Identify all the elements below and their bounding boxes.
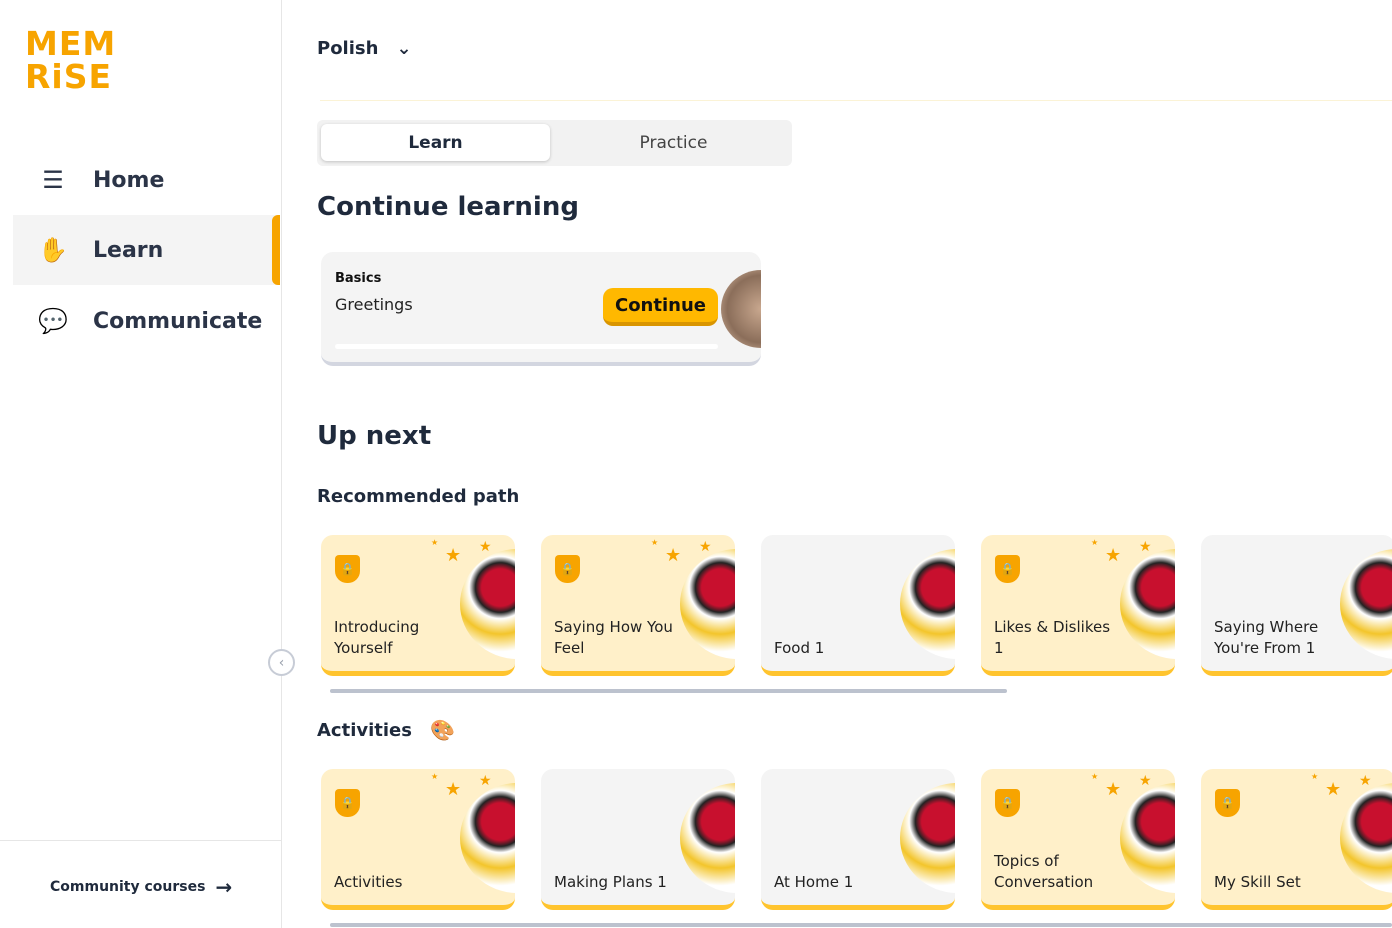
lock-icon: 🔒 xyxy=(335,789,360,817)
home-icon: ☰ xyxy=(42,166,64,194)
language-selector[interactable]: Polish ⌄ xyxy=(317,38,412,59)
star-icon: ★ xyxy=(445,779,462,800)
star-icon: ★ xyxy=(1139,773,1152,789)
chevron-left-icon: ‹ xyxy=(278,654,285,671)
star-icon: ★ xyxy=(1311,772,1319,781)
star-icon: ★ xyxy=(479,773,492,789)
card-image xyxy=(460,549,515,659)
progress-bar xyxy=(335,344,718,349)
recommended-card[interactable]: Saying Where You're From 1 xyxy=(1201,535,1392,676)
continue-learning-heading: Continue learning xyxy=(317,192,579,222)
recommended-card[interactable]: 🔒 ★ ★ ★ Saying How You Feel xyxy=(541,535,735,676)
card-title: Likes & Dislikes 1 xyxy=(994,618,1111,657)
activities-scrollbar[interactable] xyxy=(330,923,1392,927)
recommended-card[interactable]: 🔒 ★ ★ ★ Introducing Yourself xyxy=(321,535,515,676)
arrow-right-icon: → xyxy=(215,875,233,899)
numbers-image xyxy=(721,270,761,348)
star-icon: ★ xyxy=(651,538,659,547)
sidebar: MEM RiSE ☰ Home ✋ Learn 💬 Communicate Commun… xyxy=(0,0,282,928)
recommended-card[interactable]: Food 1 xyxy=(761,535,955,676)
activity-card[interactable]: 🔒 ★ ★ ★ My Skill Set xyxy=(1201,769,1392,910)
card-title: My Skill Set xyxy=(1214,873,1301,891)
divider xyxy=(320,100,1392,101)
lock-icon: 🔒 xyxy=(995,555,1020,583)
card-title: Making Plans 1 xyxy=(554,873,667,891)
star-icon: ★ xyxy=(479,539,492,555)
chat-icon: 💬 xyxy=(38,307,68,335)
card-image xyxy=(460,783,515,893)
activity-card[interactable]: Making Plans 1 xyxy=(541,769,735,910)
activity-card[interactable]: At Home 1 xyxy=(761,769,955,910)
star-icon: ★ xyxy=(699,539,712,555)
star-icon: ★ xyxy=(1139,539,1152,555)
recommended-card[interactable]: 🔒 ★ ★ ★ Likes & Dislikes 1 xyxy=(981,535,1175,676)
card-title: Topics of Conversation xyxy=(994,852,1094,891)
star-icon: ★ xyxy=(1105,779,1122,800)
memrise-logo[interactable]: MEM RiSE xyxy=(25,24,117,96)
palette-icon: 🎨 xyxy=(429,718,455,742)
card-image xyxy=(1340,783,1392,893)
star-icon: ★ xyxy=(1325,779,1342,800)
collapse-sidebar-button[interactable]: ‹ xyxy=(268,649,295,676)
star-icon: ★ xyxy=(1105,545,1122,566)
community-courses-link[interactable]: Community courses → xyxy=(0,840,282,899)
lock-icon: 🔒 xyxy=(1215,789,1240,817)
lock-icon: 🔒 xyxy=(995,789,1020,817)
star-icon: ★ xyxy=(1359,773,1372,789)
activities-heading: Activities 🎨 xyxy=(317,718,455,742)
chevron-down-icon: ⌄ xyxy=(396,38,412,59)
star-icon: ★ xyxy=(1091,772,1099,781)
recommended-path-heading: Recommended path xyxy=(317,486,520,507)
card-title: Saying Where You're From 1 xyxy=(1214,618,1319,657)
card-image xyxy=(680,549,735,659)
learn-practice-tabs: Learn Practice xyxy=(317,120,792,166)
tab-practice[interactable]: Practice xyxy=(639,132,708,153)
star-icon: ★ xyxy=(445,545,462,566)
star-icon: ★ xyxy=(431,538,439,547)
up-next-heading: Up next xyxy=(317,421,432,451)
activity-card[interactable]: 🔒 ★ ★ ★ Topics of Conversation xyxy=(981,769,1175,910)
card-title: Food 1 xyxy=(774,639,825,657)
card-image xyxy=(900,549,955,659)
star-icon: ★ xyxy=(431,772,439,781)
sidebar-item-learn[interactable]: ✋ Learn xyxy=(13,215,280,285)
card-image xyxy=(900,783,955,893)
card-title: Introducing Yourself xyxy=(334,618,420,657)
card-image xyxy=(1120,549,1175,659)
card-image xyxy=(1340,549,1392,659)
star-icon: ★ xyxy=(665,545,682,566)
course-name: Greetings xyxy=(335,295,413,314)
card-image xyxy=(1120,783,1175,893)
lock-icon: 🔒 xyxy=(555,555,580,583)
activity-card[interactable]: 🔒 ★ ★ ★ Activities xyxy=(321,769,515,910)
learn-icon: ✋ xyxy=(38,236,68,264)
card-image xyxy=(680,783,735,893)
lock-icon: 🔒 xyxy=(335,555,360,583)
card-title: Activities xyxy=(334,873,403,891)
star-icon: ★ xyxy=(1091,538,1099,547)
tab-learn[interactable]: Learn xyxy=(321,124,550,161)
card-title: Saying How You Feel xyxy=(554,618,673,657)
continue-card[interactable]: Basics Greetings Continue xyxy=(321,252,761,366)
sidebar-item-communicate[interactable]: 💬 Communicate xyxy=(13,286,280,356)
card-title: At Home 1 xyxy=(774,873,854,891)
sidebar-item-home[interactable]: ☰ Home xyxy=(13,145,280,215)
recommended-scrollbar[interactable] xyxy=(330,689,1007,693)
continue-button[interactable]: Continue xyxy=(603,288,718,326)
course-category: Basics xyxy=(335,271,382,286)
